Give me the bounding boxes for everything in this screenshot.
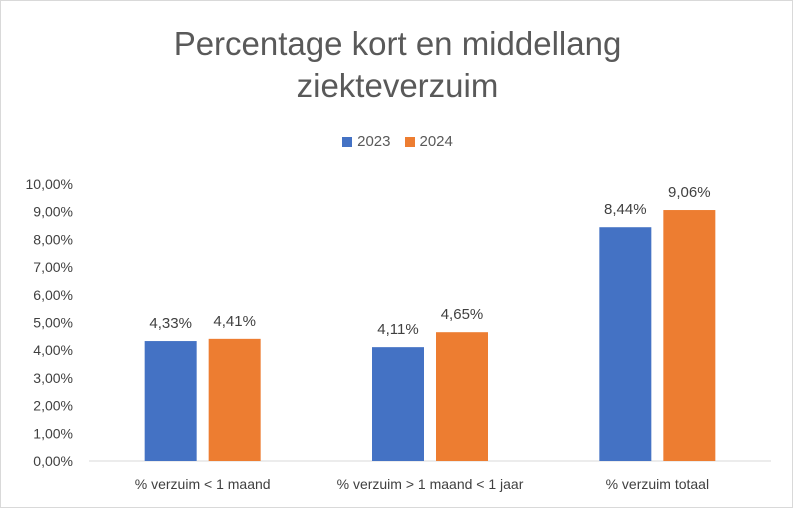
y-tick-label: 2,00% xyxy=(33,398,73,414)
chart-title: Percentage kort en middellang ziekteverz… xyxy=(1,23,793,107)
legend-swatch-2023 xyxy=(342,136,353,147)
legend-label-2023: 2023 xyxy=(357,133,391,150)
bar-2024 xyxy=(663,210,716,461)
bar-2023 xyxy=(144,341,197,461)
x-category-label: % verzuim totaal xyxy=(606,476,709,492)
legend-label-2024: 2024 xyxy=(419,133,453,150)
chart-legend: 2023 2024 xyxy=(1,133,793,150)
y-tick-label: 0,00% xyxy=(33,453,73,469)
bar-2023 xyxy=(599,227,652,461)
y-tick-label: 3,00% xyxy=(33,370,73,386)
y-tick-label: 5,00% xyxy=(33,315,73,331)
y-tick-label: 8,00% xyxy=(33,231,73,247)
y-tick-label: 7,00% xyxy=(33,259,73,275)
bar-2024 xyxy=(208,338,261,461)
data-label: 4,41% xyxy=(213,313,256,330)
y-tick-label: 6,00% xyxy=(33,287,73,303)
data-label: 4,65% xyxy=(441,306,484,323)
data-label: 4,11% xyxy=(377,321,418,338)
y-tick-label: 4,00% xyxy=(33,342,73,358)
y-tick-label: 9,00% xyxy=(33,204,73,220)
legend-item-2024: 2024 xyxy=(404,133,453,150)
x-category-label: % verzuim > 1 maand < 1 jaar xyxy=(337,476,524,492)
data-label: 9,06% xyxy=(668,184,711,201)
y-tick-label: 10,00% xyxy=(26,176,73,192)
bar-2023 xyxy=(372,347,424,461)
data-label: 4,33% xyxy=(149,315,192,332)
x-category-label: % verzuim < 1 maand xyxy=(135,476,271,492)
data-label: 8,44% xyxy=(604,201,647,218)
chart-title-line-1: Percentage kort en middellang xyxy=(173,25,622,62)
legend-item-2023: 2023 xyxy=(342,133,391,150)
chart-title-line-2: ziekteverzuim xyxy=(296,67,499,104)
legend-swatch-2024 xyxy=(404,136,415,147)
bar-2024 xyxy=(436,332,488,461)
y-tick-label: 1,00% xyxy=(33,425,73,441)
